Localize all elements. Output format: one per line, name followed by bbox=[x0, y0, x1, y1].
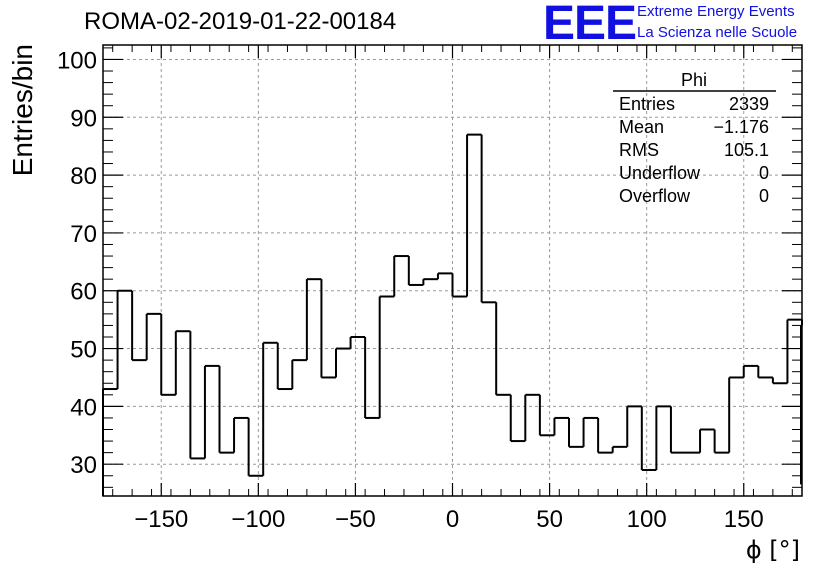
y-tick-label: 90 bbox=[70, 105, 97, 132]
y-tick-label: 40 bbox=[70, 394, 97, 421]
eee-logo: EEE bbox=[543, 0, 637, 50]
stats-row-value: 2339 bbox=[729, 94, 769, 114]
stats-row-value: 0 bbox=[759, 186, 769, 206]
x-tick-label: 150 bbox=[724, 506, 764, 533]
grid-layer bbox=[103, 45, 802, 496]
histogram-layer bbox=[102, 133, 803, 496]
stats-row-label: Overflow bbox=[619, 186, 691, 206]
stats-title: Phi bbox=[681, 70, 707, 90]
tick-label-layer: −150 −100 −50 0 50 100 150 30 40 50 60 70 80 90 100 bbox=[57, 47, 764, 533]
stats-row-value: 105.1 bbox=[724, 140, 769, 160]
stats-row-label: Mean bbox=[619, 117, 664, 137]
stats-row-value: −1.176 bbox=[713, 117, 769, 137]
y-axis-label: Entries/bin bbox=[7, 44, 38, 176]
stats-row-label: RMS bbox=[619, 140, 659, 160]
y-tick-label: 30 bbox=[70, 452, 97, 479]
chart-title: ROMA-02-2019-01-22-00184 bbox=[84, 8, 397, 35]
stats-row-label: Entries bbox=[619, 94, 675, 114]
y-tick-label: 70 bbox=[70, 221, 97, 248]
x-tick-label: −100 bbox=[231, 506, 285, 533]
x-axis-label: ϕ [°] bbox=[746, 536, 800, 564]
y-tick-label: 100 bbox=[57, 47, 97, 74]
x-tick-label: −150 bbox=[134, 506, 188, 533]
x-tick-label: 50 bbox=[536, 506, 563, 533]
y-tick-label: 50 bbox=[70, 337, 97, 364]
stats-row-value: 0 bbox=[759, 163, 769, 183]
stats-box: Phi Entries 2339 Mean −1.176 RMS 105.1 Underfl… bbox=[613, 70, 776, 206]
stats-row-label: Underflow bbox=[619, 163, 701, 183]
brand-line-1: Extreme Energy Events bbox=[637, 3, 795, 20]
tick-layer bbox=[103, 45, 802, 496]
x-tick-label: 100 bbox=[627, 506, 667, 533]
y-tick-label: 80 bbox=[70, 163, 97, 190]
brand-line-2: La Scienza nelle Scuole bbox=[637, 24, 798, 41]
y-tick-label: 60 bbox=[70, 279, 97, 306]
x-tick-label: 0 bbox=[446, 506, 459, 533]
x-tick-label: −50 bbox=[335, 506, 376, 533]
stats-rows: Entries 2339 Mean −1.176 RMS 105.1 Underflow 0 O… bbox=[619, 94, 769, 206]
